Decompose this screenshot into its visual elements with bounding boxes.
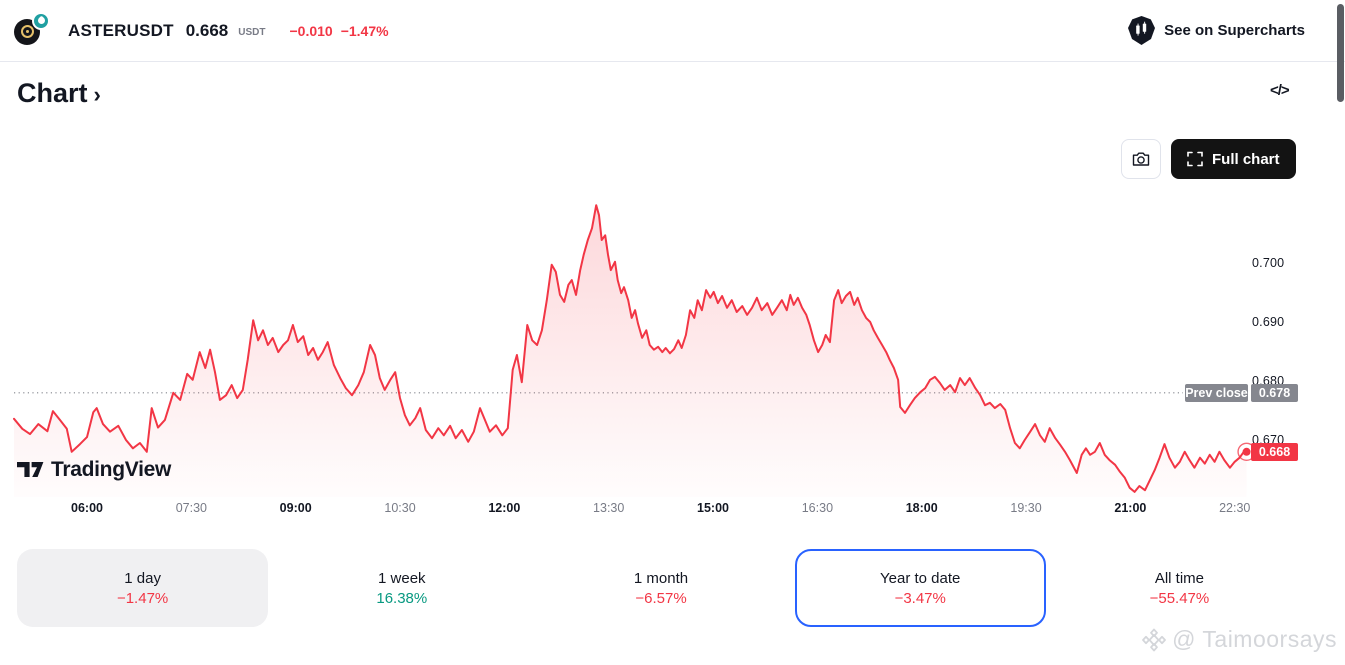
time-tick-label: 19:30: [1010, 501, 1042, 515]
range-selector: 1 day −1.47% 1 week 16.38% 1 month −6.57…: [17, 549, 1305, 627]
price-area-fill: [14, 205, 1247, 497]
full-chart-button[interactable]: Full chart: [1171, 139, 1296, 179]
price-line: [13, 204, 1248, 493]
range-label: 1 week: [378, 569, 426, 587]
price-tick-label: 0.690: [1252, 315, 1285, 329]
credit-watermark: @ Taimoorsays: [1142, 626, 1337, 653]
fullscreen-icon: [1187, 151, 1203, 167]
time-tick-label: 06:00: [71, 501, 103, 515]
section-title: Chart: [17, 78, 88, 108]
chevron-right-icon: ›: [93, 82, 101, 107]
quote-currency: USDT: [238, 27, 266, 38]
last-price-badge: 0.668: [1251, 442, 1298, 461]
diamond-logo-icon: [1142, 628, 1166, 651]
time-tick-label: 13:30: [593, 501, 625, 515]
range-label: Year to date: [880, 569, 961, 587]
time-tick-label: 09:00: [279, 501, 312, 515]
prev-close-badge: Prev close: [1185, 383, 1248, 402]
time-tick-label: 07:30: [175, 501, 207, 515]
range-percent: −6.57%: [635, 589, 687, 607]
camera-icon: [1132, 152, 1150, 166]
credit-text: @ Taimoorsays: [1172, 626, 1337, 652]
symbol-name: ASTERUSDT: [68, 20, 174, 40]
range-1-month[interactable]: 1 month −6.57%: [535, 549, 786, 627]
time-tick-label: 15:00: [697, 501, 730, 515]
range-all-time[interactable]: All time −55.47%: [1054, 549, 1305, 627]
supercharts-logo-icon: [1128, 16, 1156, 45]
chart-section-link[interactable]: Chart ›: [17, 78, 101, 109]
price-tick-label: 0.700: [1252, 256, 1285, 270]
see-on-supercharts-link[interactable]: See on Supercharts: [1128, 16, 1305, 45]
prev-close-value-badge: 0.678: [1251, 383, 1298, 402]
time-tick-label: 10:30: [384, 501, 416, 515]
price-change-percent: −1.47%: [340, 22, 389, 39]
time-tick-label: 22:30: [1219, 501, 1251, 515]
embed-code-icon[interactable]: </>: [1270, 82, 1290, 99]
symbol-info: ASTERUSDT 0.668 USDT −0.010 −1.47%: [14, 10, 389, 52]
price-change: −0.010: [289, 22, 333, 39]
range-year-to-date[interactable]: Year to date −3.47%: [794, 549, 1046, 627]
symbol-header: ASTERUSDT 0.668 USDT −0.010 −1.47% See o…: [0, 0, 1345, 62]
coin-pair-icon: [14, 10, 60, 52]
range-percent: −1.47%: [116, 589, 169, 607]
time-tick-label: 12:00: [488, 501, 521, 515]
range-label: All time: [1154, 569, 1204, 587]
tradingview-logo-icon: [17, 462, 44, 477]
range-label: 1 month: [633, 569, 689, 587]
usdt-coin-icon: [32, 11, 50, 30]
scrollbar-thumb[interactable]: [1337, 4, 1344, 102]
last-price: 0.668: [185, 20, 229, 40]
range-1-week[interactable]: 1 week 16.38%: [276, 549, 527, 627]
range-percent: −3.47%: [894, 589, 946, 607]
range-1-day[interactable]: 1 day −1.47%: [17, 549, 269, 627]
time-tick-label: 21:00: [1114, 501, 1147, 515]
supercharts-label: See on Supercharts: [1164, 22, 1305, 39]
range-percent: 16.38%: [376, 589, 428, 607]
full-chart-label: Full chart: [1212, 150, 1280, 168]
snapshot-button[interactable]: [1121, 139, 1161, 179]
tradingview-watermark[interactable]: TradingView: [17, 458, 171, 482]
tradingview-name: TradingView: [51, 458, 172, 481]
time-tick-label: 18:00: [905, 501, 938, 515]
last-price-dot: [1242, 447, 1251, 456]
range-percent: −55.47%: [1149, 589, 1210, 607]
range-label: 1 day: [124, 569, 161, 587]
time-tick-label: 16:30: [801, 501, 834, 515]
